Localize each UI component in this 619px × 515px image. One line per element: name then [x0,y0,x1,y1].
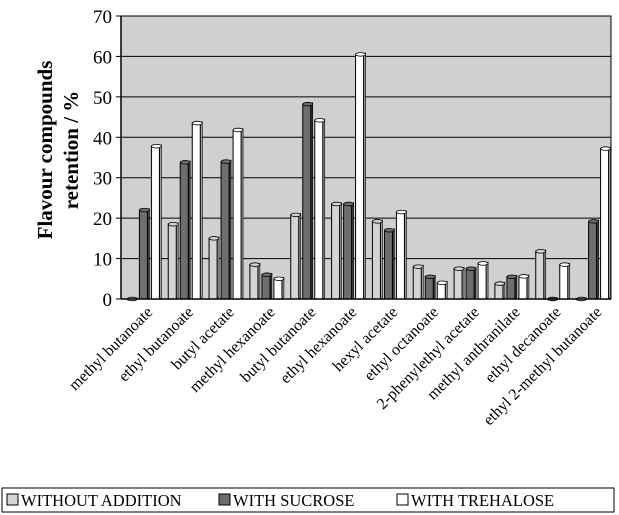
bar [232,127,244,300]
y-tick-label: 40 [93,128,112,149]
legend: WITHOUT ADDITION WITH SUCROSE WITH TREHALO… [1,487,615,513]
bar [273,276,285,300]
bar [412,264,424,300]
bar [261,272,273,300]
bar [424,274,436,300]
y-tick-label: 50 [93,88,112,109]
bar [453,266,465,300]
plot-area [120,15,612,300]
bar [302,101,314,300]
y-axis-title: Flavour compounds retention / % [33,61,83,240]
y-tick-labels: 0 10 20 30 40 50 60 70 [93,7,112,311]
axes [120,16,611,300]
bar [167,222,179,300]
bar [535,249,547,300]
bar [249,262,261,300]
bar [314,118,326,300]
legend-frame [1,487,615,513]
y-tick-label: 60 [93,47,112,68]
bar [220,159,232,300]
y-tick-label: 70 [93,7,112,28]
legend-swatch [218,493,231,506]
legend-swatch [6,493,19,506]
bar [208,236,220,300]
bar [600,146,611,300]
legend-label: WITHOUT ADDITION [21,491,182,510]
bar [477,261,489,300]
bar [179,160,191,300]
legend-item: WITH TREHALOSE [396,491,554,510]
y-tick-label: 20 [93,209,112,230]
bar [371,219,383,300]
bar [494,281,506,300]
bar [290,212,302,300]
legend-label: WITH SUCROSE [233,491,354,510]
bar [588,219,599,300]
bar [465,266,477,300]
y-axis-title-line1: Flavour compounds [33,61,57,240]
bar [506,274,518,300]
bar [436,280,448,300]
bar [343,201,354,300]
legend-swatch [396,493,409,506]
y-axis-title-line2: retention / % [59,91,83,210]
legend-item: WITHOUT ADDITION [6,491,182,510]
bar [191,120,203,300]
bar [331,201,342,300]
bar [395,209,407,300]
legend-item: WITH SUCROSE [218,491,354,510]
bar [355,52,366,300]
bar [518,274,530,300]
bar [138,207,150,300]
y-tick-label: 30 [93,169,112,190]
y-tick-label: 0 [103,290,113,311]
y-tick-label: 10 [93,250,112,271]
legend-label: WITH TREHALOSE [411,491,554,510]
bar [559,262,571,300]
grid [116,15,611,300]
bar [383,228,395,300]
bar [150,143,162,300]
